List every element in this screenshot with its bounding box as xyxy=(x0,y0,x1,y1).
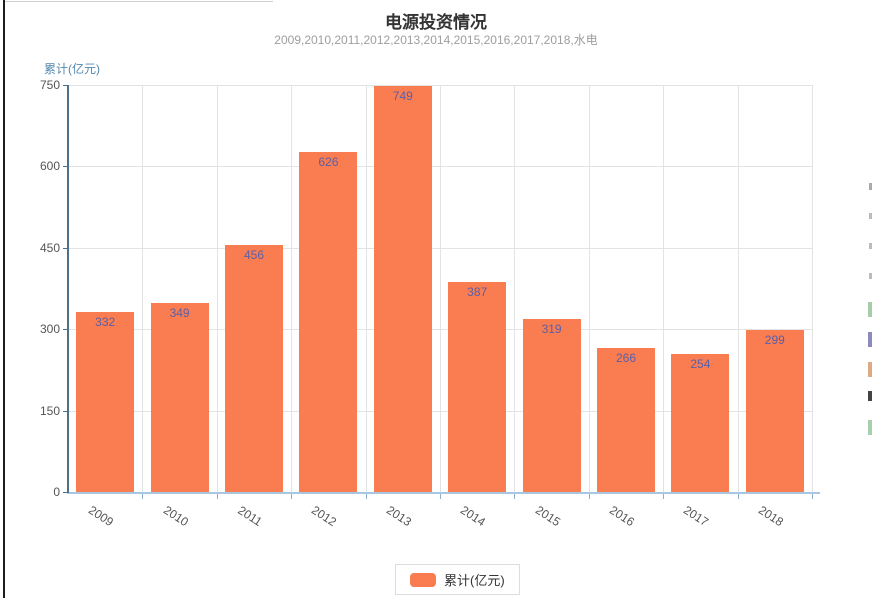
x-axis-tick xyxy=(588,494,590,499)
bar-2014[interactable]: 387 xyxy=(448,282,507,492)
right-edge-fragment xyxy=(868,362,872,377)
bar-value-label: 626 xyxy=(318,155,339,170)
right-edge-fragment xyxy=(868,302,872,317)
right-edge-fragment xyxy=(869,183,872,190)
x-axis-tick xyxy=(440,494,441,499)
x-axis-tick-label: 2010 xyxy=(160,502,191,530)
bar-value-label: 254 xyxy=(690,357,711,372)
bar-2016[interactable]: 266 xyxy=(597,347,655,492)
bar-value-label: 299 xyxy=(764,332,785,347)
x-axis-tick-label: 2018 xyxy=(755,502,786,530)
x-axis-tick-label: 2009 xyxy=(86,502,117,530)
y-axis-tick xyxy=(63,247,69,249)
x-axis-tick-label: 2015 xyxy=(532,502,563,530)
legend-swatch-icon xyxy=(410,572,436,587)
bar-2011[interactable]: 456 xyxy=(225,244,283,492)
x-axis-tick-label: 2017 xyxy=(681,502,712,530)
bar-value-label: 387 xyxy=(467,285,488,299)
legend-item[interactable]: 累计(亿元) xyxy=(395,564,520,595)
y-axis-tick xyxy=(63,492,69,493)
bar-value-label: 319 xyxy=(541,321,562,336)
bar-value-label: 349 xyxy=(169,305,190,320)
gridline xyxy=(440,85,441,492)
gridline xyxy=(812,85,813,492)
x-axis-tick xyxy=(142,494,144,499)
y-axis-line xyxy=(67,85,69,494)
y-axis-tick xyxy=(63,329,69,331)
x-axis-line xyxy=(67,492,820,494)
bar-2012[interactable]: 626 xyxy=(299,152,358,492)
gridline xyxy=(142,85,144,492)
gridline xyxy=(588,85,590,492)
bar-2013[interactable]: 749 xyxy=(373,85,432,492)
legend-label: 累计(亿元) xyxy=(444,573,505,588)
y-axis-tick xyxy=(63,166,69,168)
x-axis-tick-label: 2011 xyxy=(235,503,265,529)
x-axis-tick xyxy=(812,494,813,499)
bar-2018[interactable]: 299 xyxy=(745,329,804,492)
y-axis-tick xyxy=(63,85,69,86)
y-axis-tick-label: 0 xyxy=(53,485,60,499)
bar-2009[interactable]: 332 xyxy=(76,311,135,492)
bar-2010[interactable]: 349 xyxy=(150,302,209,492)
y-axis-tick-label: 600 xyxy=(39,159,60,174)
gridline xyxy=(216,85,218,492)
gridline xyxy=(365,85,367,492)
x-axis-tick xyxy=(663,494,665,499)
y-axis-tick xyxy=(63,410,69,412)
right-edge-fragment xyxy=(868,332,872,347)
x-axis-tick xyxy=(291,494,293,499)
gridline xyxy=(663,85,665,492)
bar-2015[interactable]: 319 xyxy=(522,318,581,492)
x-axis-tick-label: 2012 xyxy=(309,502,340,530)
right-edge-fragment xyxy=(868,420,872,435)
bar-value-label: 749 xyxy=(392,88,413,103)
x-axis-tick-label: 2014 xyxy=(458,502,489,530)
x-axis-tick-label: 2013 xyxy=(383,502,414,530)
y-axis-name: 累计(亿元) xyxy=(44,62,100,76)
y-axis-tick-label: 300 xyxy=(39,322,60,337)
bar-value-label: 266 xyxy=(615,350,637,365)
right-edge-fragment xyxy=(868,391,872,401)
x-axis-tick xyxy=(737,494,739,499)
x-axis-tick-label: 2016 xyxy=(606,502,638,530)
x-axis-tick xyxy=(514,494,516,499)
y-axis-tick-label: 450 xyxy=(39,240,60,255)
left-edge-line xyxy=(3,0,5,598)
y-axis-tick-label: 150 xyxy=(39,403,60,418)
right-edge-fragment xyxy=(869,213,872,219)
bar-value-label: 332 xyxy=(95,314,116,329)
x-axis-tick xyxy=(365,494,367,499)
gridline xyxy=(737,85,739,492)
right-edge-fragment xyxy=(869,243,872,249)
top-edge-line xyxy=(5,1,273,2)
bar-2017[interactable]: 254 xyxy=(671,354,730,492)
right-edge-fragment xyxy=(869,273,872,279)
bar-value-label: 456 xyxy=(243,247,265,262)
x-axis-tick xyxy=(216,494,218,499)
gridline xyxy=(291,85,293,492)
plot-area: 332 349 456 626 749 387 319 266 254 299 xyxy=(68,85,813,492)
y-axis-tick-label: 750 xyxy=(39,78,60,92)
chart-title: 电源投资情况 xyxy=(385,13,487,32)
gridline xyxy=(514,85,516,492)
chart-subtitle: 2009,2010,2011,2012,2013,2014,2015,2016,… xyxy=(274,33,598,47)
